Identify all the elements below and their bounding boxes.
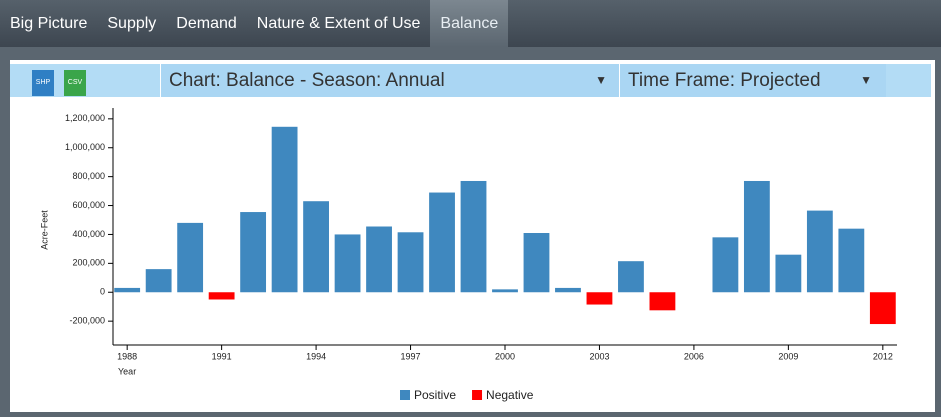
select-text: Time Frame: Projected	[628, 70, 821, 91]
shp-icon[interactable]: SHP	[32, 70, 54, 96]
bar	[460, 180, 487, 293]
x-tick-label: 1994	[306, 351, 326, 361]
y-axis-label: Acre-Feet	[39, 210, 49, 250]
legend-swatch	[400, 390, 410, 400]
bar	[397, 232, 424, 293]
bar	[775, 254, 802, 293]
bar	[806, 210, 833, 293]
bar	[618, 261, 644, 293]
bar	[743, 180, 770, 293]
y-tick-label: -200,000	[69, 316, 105, 326]
legend-label: Positive	[414, 388, 456, 402]
bar	[208, 292, 235, 300]
tab[interactable]: Demand	[176, 15, 237, 32]
arrow: ▼	[595, 73, 607, 87]
y-tick-label: 0	[100, 287, 105, 297]
y-tick-label: 1,000,000	[65, 142, 105, 152]
nav-bar: Big Picture Supply Demand Nature & Exten…	[0, 0, 941, 47]
csv-icon[interactable]: CSV	[64, 70, 86, 96]
bar	[271, 126, 298, 293]
toolbar: SHP CSV Chart: Balance - Season: Annual ▼…	[10, 64, 931, 97]
tab[interactable]: Big Picture	[10, 15, 88, 32]
bar	[366, 226, 392, 293]
y-tick-label: 800,000	[72, 171, 105, 181]
bar	[177, 222, 204, 293]
bar	[429, 192, 455, 293]
y-tick-label: 200,000	[72, 258, 105, 268]
bar	[555, 287, 581, 293]
select-text: Chart: Balance - Season: Annual	[169, 70, 445, 91]
x-tick-label: 2006	[684, 351, 704, 361]
bar	[303, 201, 329, 293]
bar	[145, 269, 172, 293]
tab[interactable]: Balance	[430, 0, 509, 47]
x-tick-label: 2003	[589, 351, 609, 361]
tab[interactable]: Supply	[107, 15, 157, 32]
x-tick-label: 1991	[212, 351, 232, 361]
bar	[523, 233, 550, 293]
arrow: ▼	[860, 73, 872, 87]
legend-swatch	[472, 390, 483, 400]
x-axis-label: Year	[118, 366, 136, 376]
bar	[712, 237, 739, 293]
bar	[334, 234, 361, 293]
chart-select[interactable]: Chart: Balance - Season: Annual ▼	[160, 64, 621, 97]
bar	[649, 292, 676, 311]
bar	[586, 292, 613, 305]
legend-label: Negative	[486, 388, 534, 402]
x-tick-label: 2009	[778, 351, 798, 361]
bar	[492, 289, 518, 293]
y-tick-label: 600,000	[72, 200, 105, 210]
tab[interactable]: Nature & Extent of Use	[256, 15, 421, 32]
x-tick-label: 2012	[873, 351, 893, 361]
x-tick-label: 1997	[401, 351, 421, 361]
x-tick-label: 1988	[117, 351, 137, 361]
bar	[838, 228, 865, 293]
bar	[240, 212, 267, 293]
y-tick-label: 1,200,000	[65, 113, 105, 123]
y-tick-label: 400,000	[72, 229, 105, 239]
x-tick-label: 2000	[495, 351, 515, 361]
timeframe-select[interactable]: Time Frame: Projected ▼	[619, 64, 886, 97]
bar	[114, 287, 141, 293]
bar	[869, 292, 896, 325]
